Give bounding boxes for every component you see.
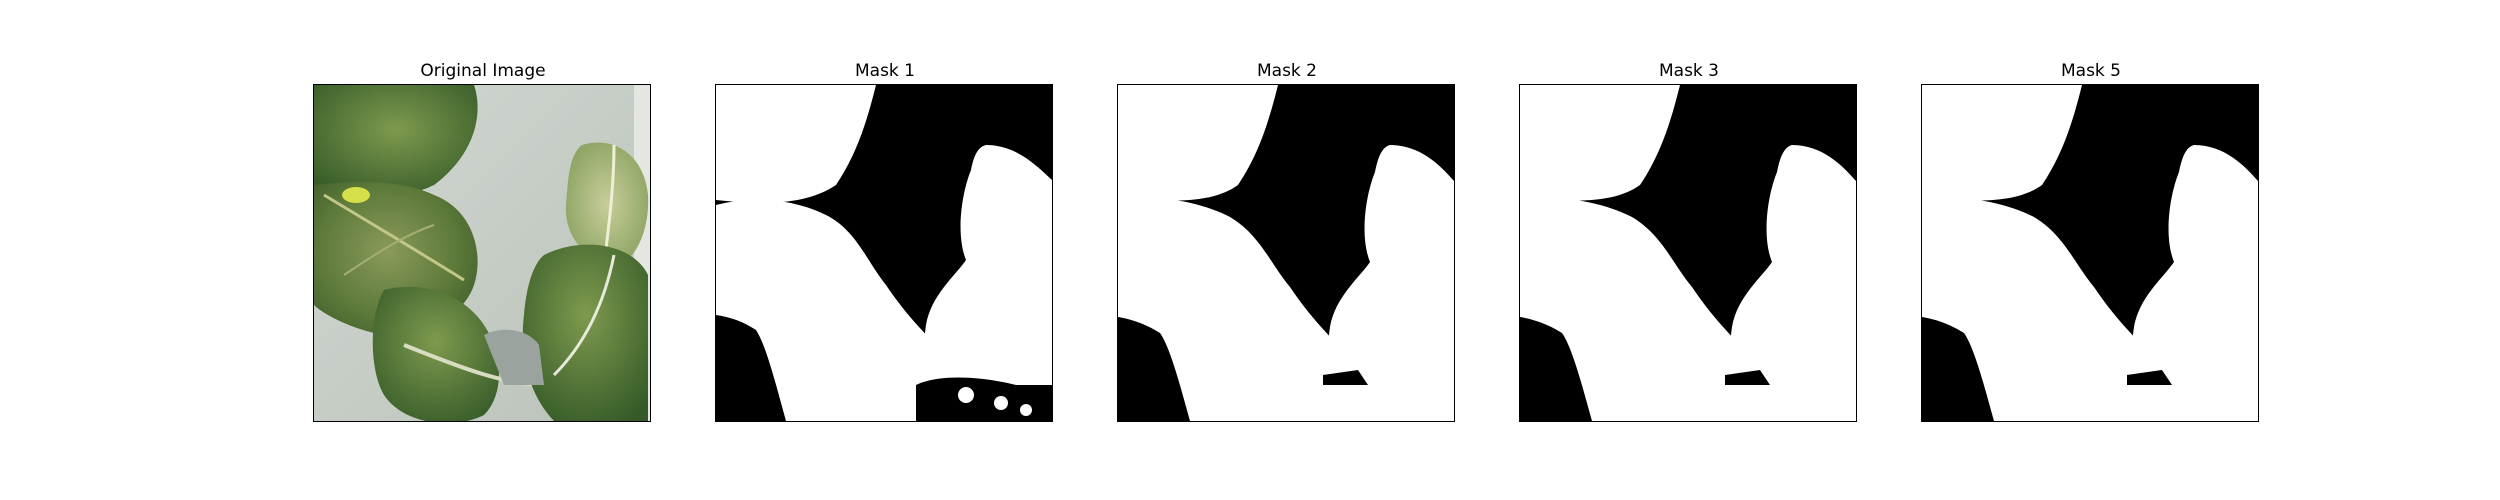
panel-mask-2: Mask 2 (1117, 58, 1457, 422)
panel-title: Mask 2 (1256, 61, 1317, 81)
panel-title: Mask 5 (2060, 61, 2121, 81)
mask-image-1 (715, 84, 1053, 422)
panel-title: Mask 1 (854, 61, 915, 81)
panel-mask-3: Mask 3 (1519, 58, 1859, 422)
mask-image-2 (1117, 84, 1455, 422)
panel-title: Original Image (420, 61, 546, 81)
panel-title: Mask 3 (1658, 61, 1719, 81)
mask-image-5 (1921, 84, 2259, 422)
original-image (313, 84, 651, 422)
panel-mask-1: Mask 1 (715, 58, 1055, 422)
panel-mask-5: Mask 5 (1921, 58, 2261, 422)
panel-original-image: Original Image (313, 58, 653, 422)
mask-image-3 (1519, 84, 1857, 422)
